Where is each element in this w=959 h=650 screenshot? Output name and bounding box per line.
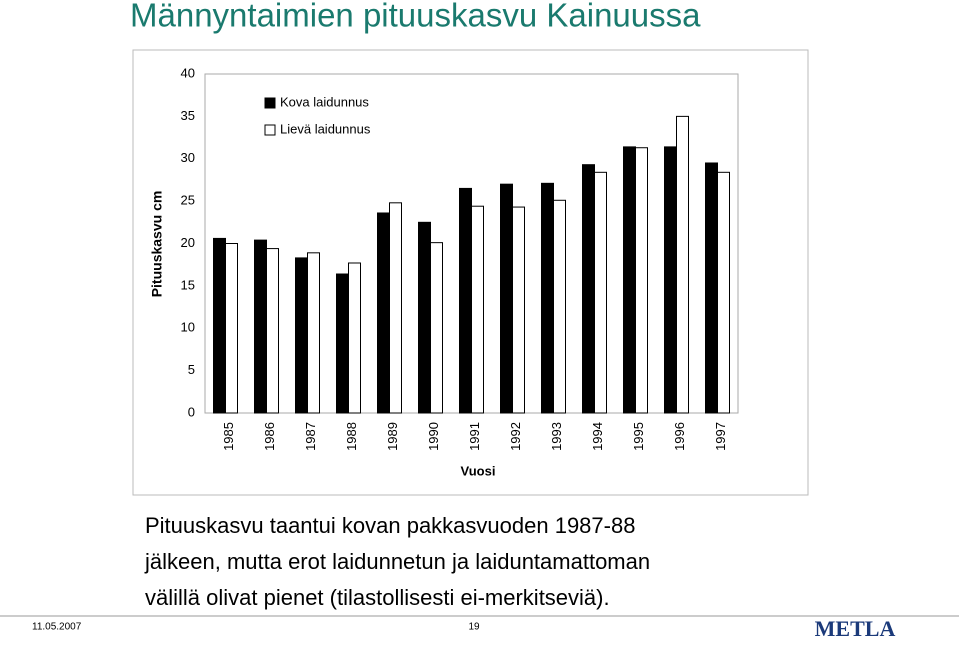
x-tick-label: 1992 [508, 422, 523, 451]
bar [635, 147, 648, 414]
y-tick-label: 20 [181, 235, 195, 250]
legend-swatch [264, 97, 276, 109]
bar [623, 146, 636, 414]
bar [418, 221, 431, 414]
legend-swatch [264, 124, 276, 136]
bar [377, 212, 390, 414]
bar [553, 199, 566, 414]
x-tick-label: 1996 [672, 422, 687, 451]
bar [295, 257, 308, 414]
x-tick-label: 1993 [549, 422, 564, 451]
bar [307, 252, 320, 414]
x-tick-label: 1989 [385, 422, 400, 451]
y-tick-label: 30 [181, 150, 195, 165]
bar [717, 171, 730, 414]
bar [254, 239, 267, 414]
y-axis-label: Pituuskasvu cm [149, 191, 165, 298]
bar [676, 115, 689, 414]
x-tick-label: 1997 [713, 422, 728, 451]
y-tick-label: 10 [181, 320, 195, 335]
y-tick-label: 25 [181, 193, 195, 208]
y-tick-label: 35 [181, 108, 195, 123]
bar [348, 262, 361, 414]
body-line: jälkeen, mutta erot laidunnetun ja laidu… [144, 549, 650, 574]
bar [500, 183, 513, 414]
bar [389, 202, 402, 414]
y-tick-label: 15 [181, 277, 195, 292]
x-axis-label: Vuosi [461, 463, 496, 478]
bar [459, 187, 472, 414]
x-tick-label: 1995 [631, 422, 646, 451]
footer-page: 19 [468, 622, 480, 633]
bar [430, 242, 443, 414]
x-tick-label: 1994 [590, 422, 605, 451]
y-tick-label: 5 [188, 362, 195, 377]
y-tick-label: 0 [188, 404, 195, 419]
legend-label: Lievä laidunnus [280, 121, 371, 136]
footer-logo: METLA [815, 616, 896, 641]
x-tick-label: 1987 [303, 422, 318, 451]
bar [336, 273, 349, 414]
chart-frame [132, 49, 809, 496]
x-tick-label: 1990 [426, 422, 441, 451]
y-tick-label: 40 [181, 65, 195, 80]
x-tick-label: 1988 [344, 422, 359, 451]
bar [213, 237, 226, 414]
slide-title: Männyntaimien pituuskasvu Kainuussa [130, 0, 701, 34]
bar [541, 182, 554, 414]
bar [664, 146, 677, 414]
bar [582, 164, 595, 414]
bar [225, 243, 238, 414]
x-tick-label: 1985 [221, 422, 236, 451]
body-line: välillä olivat pienet (tilastollisesti e… [145, 585, 610, 610]
bar [471, 205, 484, 414]
legend-label: Kova laidunnus [280, 94, 369, 109]
x-tick-label: 1991 [467, 422, 482, 451]
bar [512, 206, 525, 414]
bar [594, 171, 607, 414]
bar [266, 248, 279, 414]
body-line: Pituuskasvu taantui kovan pakkasvuoden 1… [145, 513, 635, 538]
bar [705, 162, 718, 414]
x-tick-label: 1986 [262, 422, 277, 451]
footer-date: 11.05.2007 [32, 622, 82, 633]
